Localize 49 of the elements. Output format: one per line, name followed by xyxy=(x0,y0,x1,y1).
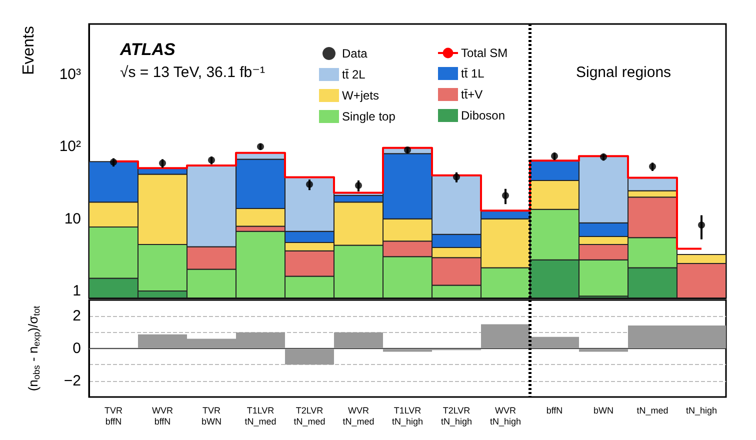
x-tick-label: bWN xyxy=(594,406,614,416)
point xyxy=(698,222,705,229)
y-tick-label: 10² xyxy=(59,138,81,156)
annotation: √s = 13 TeV, 36.1 fb⁻¹ xyxy=(120,64,265,81)
point xyxy=(306,180,313,188)
x-tick-label: bffN xyxy=(546,406,563,416)
x-tick-label: WVR tN_high xyxy=(490,406,522,426)
y-tick-label: −2 xyxy=(64,372,81,390)
bar xyxy=(334,332,383,348)
x-tick-label: T2LVR tN_high xyxy=(440,406,472,426)
point xyxy=(257,143,264,150)
point xyxy=(110,158,117,166)
x-tick-label: tN_high xyxy=(686,406,718,416)
legend-label: Total SM xyxy=(461,46,508,60)
x-tick-label: TVR bWN xyxy=(202,406,222,426)
point xyxy=(649,163,656,170)
legend-label: W+jets xyxy=(342,88,380,102)
legend-label: tt̄+V xyxy=(461,88,483,102)
y-tick-label: 10³ xyxy=(59,66,81,83)
y-tick-label: 1 xyxy=(72,282,81,300)
y-axis-title: (nobs - nexp)/σtot xyxy=(26,305,42,392)
point xyxy=(404,146,411,154)
legend-label: tt̄ 1L xyxy=(461,66,485,80)
legend-label: Single top xyxy=(342,110,396,124)
x-tick-label: tN_med xyxy=(636,406,668,416)
point xyxy=(502,192,509,200)
point xyxy=(551,152,558,160)
point xyxy=(159,160,166,167)
bar xyxy=(579,348,628,352)
x-tick-label: TVR bffN xyxy=(104,406,123,426)
x-tick-label: T1LVR tN_high xyxy=(392,406,424,426)
point xyxy=(355,182,362,189)
point xyxy=(600,153,607,160)
y-axis-title: Events xyxy=(20,26,38,75)
x-tick-label: T2LVR tN_med xyxy=(294,406,326,426)
annotation: Signal regions xyxy=(576,64,672,81)
annotation: ATLAS xyxy=(119,40,176,59)
y-tick-label: 0 xyxy=(72,340,81,357)
y-tick-label: 10 xyxy=(64,210,81,228)
point xyxy=(208,156,215,164)
legend-label: Data xyxy=(342,46,368,60)
y-tick-label: 2 xyxy=(72,308,81,325)
legend-label: tt̄ 2L xyxy=(342,68,366,82)
x-tick-label: WVR bffN xyxy=(152,406,174,426)
x-tick-label: WVR tN_med xyxy=(342,406,374,426)
bar xyxy=(285,348,334,365)
point xyxy=(453,173,460,180)
x-tick-label: T1LVR tN_med xyxy=(244,406,276,426)
legend-label: Diboson xyxy=(461,108,506,122)
